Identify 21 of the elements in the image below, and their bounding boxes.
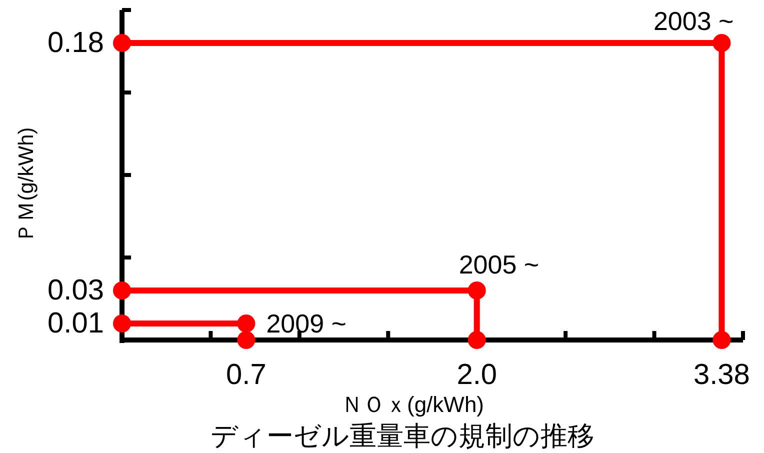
point <box>113 314 131 332</box>
point <box>712 34 731 52</box>
point <box>237 331 256 349</box>
point <box>113 34 131 52</box>
text: ディーゼル重量車の規制の推移 <box>210 421 594 451</box>
y-tick-label: 0.03 <box>48 274 104 306</box>
series-label: 2003 ~ <box>653 6 734 36</box>
x-tick-label: 0.7 <box>226 359 266 391</box>
x-tick-label: 2.0 <box>456 359 498 391</box>
x-tick-label: 3.38 <box>693 359 750 391</box>
y-tick-label: 0.18 <box>48 27 104 59</box>
y-tick-label: 0.01 <box>48 308 104 340</box>
point <box>468 331 486 349</box>
point <box>712 331 731 349</box>
point <box>468 282 486 300</box>
x-axis-title: ＮＯｘ(g/kWh) <box>341 392 484 417</box>
y-axis-title: ＰＭ(g/kWh) <box>15 127 38 243</box>
series-label: 2005 ~ <box>458 250 540 280</box>
point <box>237 314 256 332</box>
series-label: 2009 ~ <box>266 308 346 338</box>
point <box>113 282 131 300</box>
